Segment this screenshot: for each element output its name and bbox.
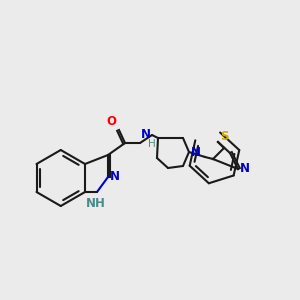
Text: N: N xyxy=(110,170,120,184)
Text: O: O xyxy=(106,115,116,128)
Text: N: N xyxy=(191,146,201,158)
Text: N: N xyxy=(141,128,151,141)
Text: S: S xyxy=(220,130,228,143)
Text: H: H xyxy=(148,139,156,149)
Text: N: N xyxy=(240,163,250,176)
Text: NH: NH xyxy=(86,197,106,210)
